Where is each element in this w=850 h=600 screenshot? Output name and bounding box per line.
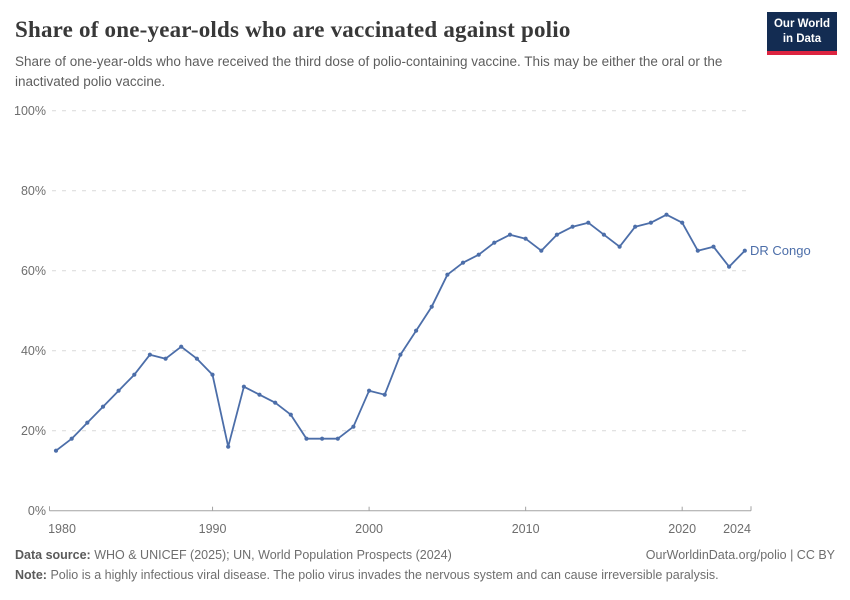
data-source-label: Data source: <box>15 548 91 562</box>
y-axis-label: 20% <box>21 424 46 438</box>
data-point[interactable] <box>680 220 685 225</box>
data-point[interactable] <box>586 220 591 225</box>
data-point[interactable] <box>460 260 466 265</box>
y-axis-label: 40% <box>21 344 46 358</box>
data-point[interactable] <box>429 304 434 309</box>
data-point[interactable] <box>351 424 356 429</box>
data-point[interactable] <box>210 372 215 377</box>
data-point[interactable] <box>100 404 106 409</box>
data-point[interactable] <box>601 232 607 237</box>
chart-subtitle: Share of one-year-olds who have received… <box>15 54 723 89</box>
data-point[interactable] <box>116 388 121 393</box>
data-point[interactable] <box>257 392 262 397</box>
data-point[interactable] <box>132 372 137 377</box>
data-point[interactable] <box>382 392 387 397</box>
data-point[interactable] <box>711 244 716 249</box>
data-point[interactable] <box>320 436 325 441</box>
data-point[interactable] <box>85 420 90 425</box>
data-point[interactable] <box>69 436 74 441</box>
data-point[interactable] <box>194 356 199 361</box>
data-point[interactable] <box>398 352 403 357</box>
line-chart[interactable]: 0% 20% 40% 60% 80% 100% 1980 1990 2000 2010 2020 20… <box>0 95 850 540</box>
data-point[interactable] <box>414 328 419 333</box>
y-axis-label: 100% <box>14 104 46 118</box>
note-text: Polio is a highly infectious viral disea… <box>50 568 719 582</box>
data-point[interactable] <box>570 224 575 229</box>
trend-line[interactable] <box>55 213 746 452</box>
data-point[interactable] <box>53 448 59 453</box>
data-point[interactable] <box>507 232 513 237</box>
data-point[interactable] <box>648 220 654 225</box>
data-point[interactable] <box>742 248 747 253</box>
data-point[interactable] <box>727 264 732 269</box>
data-point[interactable] <box>664 212 669 217</box>
y-axis-label: 80% <box>21 184 46 198</box>
data-point[interactable] <box>147 352 152 357</box>
x-axis-label: 2000 <box>355 522 383 536</box>
x-axis-label: 2010 <box>512 522 540 536</box>
note-label: Note: <box>15 568 47 582</box>
data-point[interactable] <box>492 240 497 245</box>
chart-footer: Data source: WHO & UNICEF (2025); UN, Wo… <box>15 548 835 582</box>
data-point[interactable] <box>288 412 293 417</box>
y-axis-label: 60% <box>21 264 46 278</box>
data-point[interactable] <box>695 248 700 253</box>
data-source-line: Data source: WHO & UNICEF (2025); UN, Wo… <box>15 548 452 562</box>
data-point[interactable] <box>179 344 184 349</box>
data-point[interactable] <box>554 232 560 237</box>
data-point[interactable] <box>304 436 309 441</box>
owid-license-link[interactable]: OurWorldinData.org/polio | CC BY <box>645 548 835 562</box>
data-point[interactable] <box>617 244 622 249</box>
x-axis-label: 2020 <box>668 522 696 536</box>
data-point[interactable] <box>367 388 372 393</box>
x-axis-label: 1980 <box>48 522 76 536</box>
data-point[interactable] <box>445 272 450 277</box>
owid-logo[interactable]: Our World in Data <box>766 12 837 55</box>
data-point[interactable] <box>523 236 528 241</box>
data-point[interactable] <box>226 444 231 449</box>
owid-logo-line2: in Data <box>782 32 822 45</box>
data-point[interactable] <box>273 400 278 405</box>
series-end-label[interactable]: DR Congo <box>750 243 811 258</box>
x-axis-label: 1990 <box>199 522 227 536</box>
page-title: Share of one-year-olds who are vaccinate… <box>15 17 571 42</box>
data-point[interactable] <box>633 224 638 229</box>
data-point[interactable] <box>539 248 544 253</box>
x-axis-label: 2024 <box>723 522 751 536</box>
owid-logo-line1: Our World <box>773 18 830 30</box>
data-point[interactable] <box>241 384 246 389</box>
data-point[interactable] <box>476 252 481 257</box>
note-line: Note: Polio is a highly infectious viral… <box>15 568 835 582</box>
y-axis-label: 0% <box>28 504 46 518</box>
data-source-text: WHO & UNICEF (2025); UN, World Populatio… <box>94 548 452 562</box>
data-point[interactable] <box>163 356 168 361</box>
data-point[interactable] <box>335 436 340 441</box>
